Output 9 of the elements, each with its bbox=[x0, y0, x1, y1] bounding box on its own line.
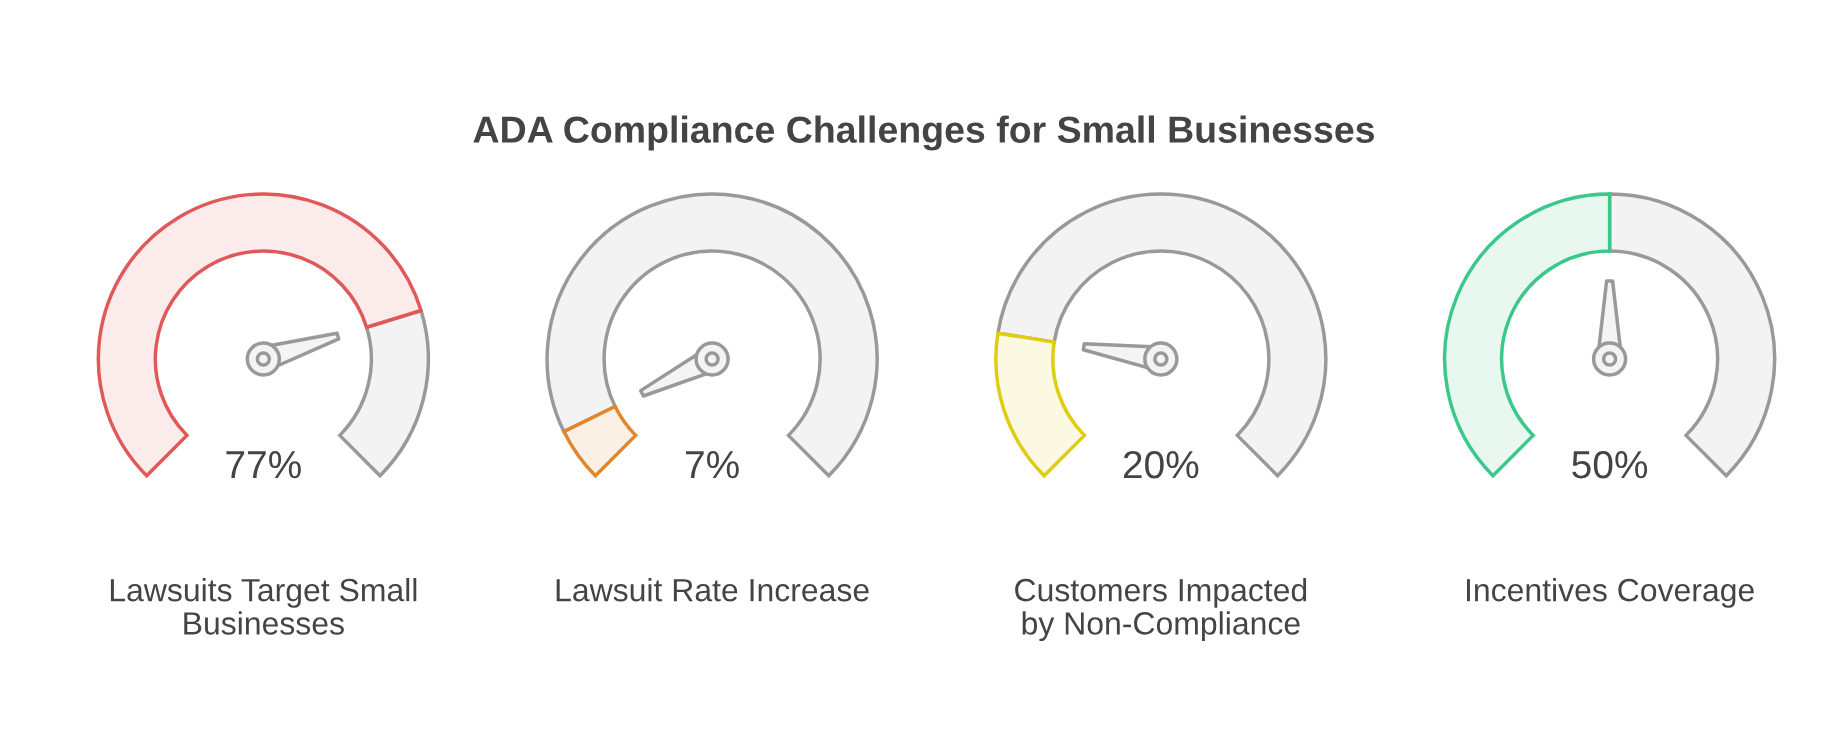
text: 7% bbox=[685, 451, 739, 479]
text: 20% bbox=[1123, 450, 1199, 479]
text: Lawsuit Rate Increase bbox=[556, 578, 869, 602]
text: Lawsuits Target Small Businesses bbox=[110, 578, 417, 635]
text: Incentives Coverage bbox=[1466, 578, 1754, 608]
text: 50% bbox=[1572, 450, 1648, 479]
text: ADA Compliance Challenges for Small Businesses bbox=[473, 115, 1374, 151]
text: Customers Impacted by Non-Compliance bbox=[1015, 578, 1307, 642]
text: 77% bbox=[226, 451, 301, 479]
